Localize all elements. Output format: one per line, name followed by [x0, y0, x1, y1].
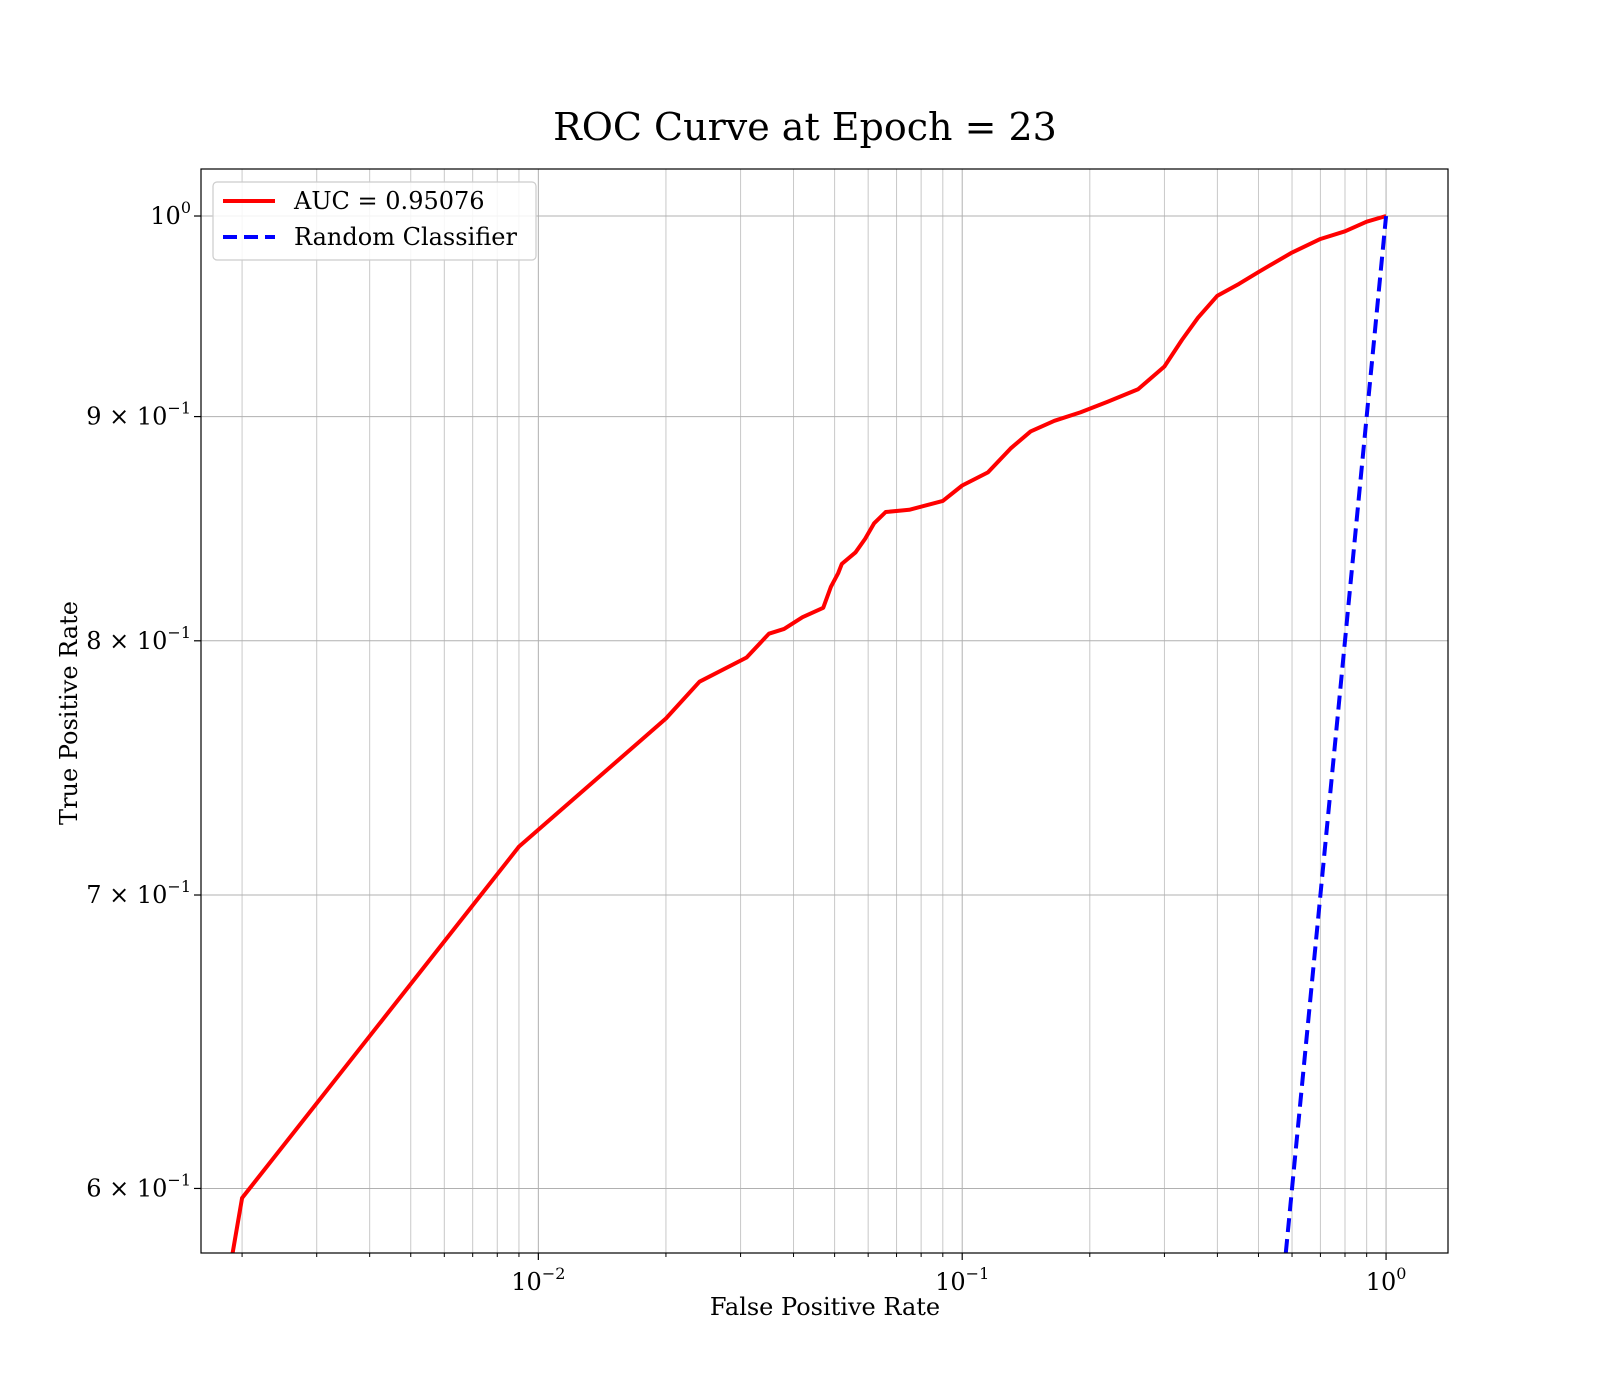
legend-label-random: Random Classifier	[294, 223, 517, 251]
plot-area	[230, 214, 1389, 1253]
x-tick-label: 100	[1366, 1264, 1407, 1296]
legend: AUC = 0.95076 Random Classifier	[212, 181, 537, 261]
y-tick-label: 7 × 10−1	[86, 877, 191, 909]
legend-box	[212, 181, 537, 261]
y-axis-label: True Positive Rate	[55, 601, 83, 825]
x-tick-label: 10−2	[511, 1264, 565, 1296]
legend-label-roc: AUC = 0.95076	[293, 187, 485, 215]
plot-frame	[200, 168, 1449, 1254]
roc-curve-line	[230, 214, 1387, 1253]
chart-title: ROC Curve at Epoch = 23	[553, 105, 1057, 149]
grid	[201, 169, 1448, 1253]
random-classifier-line	[1283, 215, 1389, 1253]
x-axis-label: False Positive Rate	[710, 1293, 940, 1321]
